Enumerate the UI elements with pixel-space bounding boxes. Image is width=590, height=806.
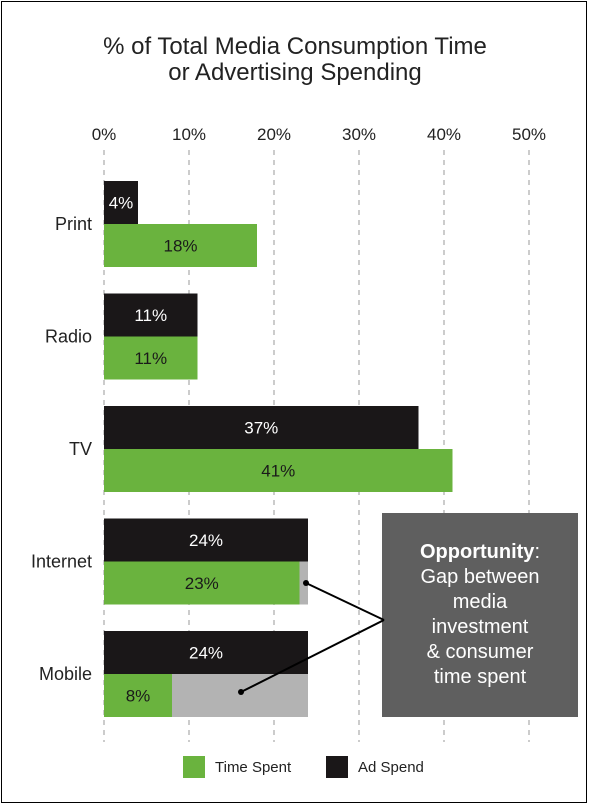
bar-ad-spend [104,518,308,562]
bar-time-spent [104,674,172,717]
bar-ad-spend [104,181,138,224]
legend-label-time-spent: Time Spent [215,758,292,776]
bar-ad-spend [104,631,308,674]
connector-dot-mobile [238,689,244,695]
category-label: Mobile [39,664,92,684]
gap-bar [172,674,308,717]
data-label-ad-spend: 24% [189,531,223,550]
data-label-ad-spend: 4% [109,194,134,213]
bar-time-spent [104,224,257,267]
bar-time-spent [104,449,453,492]
legend-label-ad-spend: Ad Spend [358,758,424,776]
bar-time-spent [104,336,198,380]
data-label-time-spent: 41% [261,462,295,481]
data-label-ad-spend: 11% [134,306,167,325]
bar-ad-spend [104,293,198,337]
category-label: Internet [31,552,92,572]
category-label: Print [55,214,92,234]
category-label: TV [69,439,92,459]
opportunity-callout-text: Opportunity: Gap between media investmen… [382,513,578,717]
x-tick-label: 20% [257,125,291,144]
bar-time-spent [104,561,300,605]
x-tick-label: 30% [342,125,376,144]
data-label-ad-spend: 24% [189,644,223,663]
legend-item-time-spent: Time Spent [183,756,291,778]
chart-title-line2: or Advertising Spending [168,59,422,86]
opportunity-callout-box [382,513,578,717]
data-label-time-spent: 8% [126,687,151,706]
bar-ad-spend [104,406,419,449]
data-label-time-spent: 11% [134,349,167,368]
category-label: Radio [45,327,92,347]
callout-heading: Opportunity [420,541,535,563]
x-tick-label: 50% [512,125,546,144]
data-label-time-spent: 23% [185,574,219,593]
callout-connector-mobile [240,619,385,693]
callout-line: media [452,591,508,613]
data-label-time-spent: 18% [163,237,197,256]
x-tick-label: 40% [427,125,461,144]
callout-line: time spent [433,666,527,688]
data-label-ad-spend: 37% [244,419,278,438]
callout-heading-colon: : [534,541,540,563]
x-tick-label: 10% [172,125,206,144]
callout-line: & consumer [426,641,534,663]
legend-swatch-ad-spend [326,756,348,778]
callout-connector-internet [305,582,385,621]
callout-line: Gap between [420,566,540,588]
legend-item-ad-spend: Ad Spend [326,756,424,778]
callout-line: investment [431,616,529,638]
x-tick-label: 0% [92,125,117,144]
connector-dot-internet [303,580,309,586]
legend-swatch-time-spent [183,756,205,778]
chart-title-line1: % of Total Media Consumption Time [103,33,487,60]
